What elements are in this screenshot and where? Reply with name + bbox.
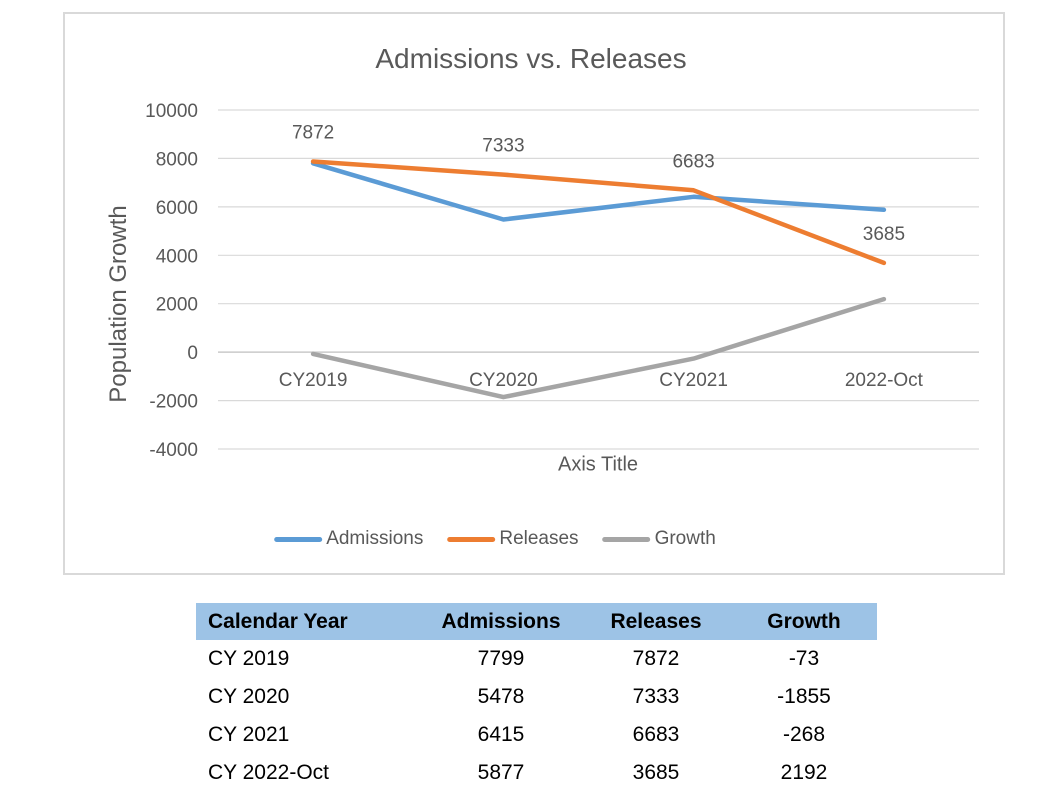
table-row: CY 2022-Oct 5877 3685 2192 [196, 754, 877, 792]
legend-label: Releases [499, 528, 579, 549]
table-header-cell[interactable]: Calendar Year [196, 603, 421, 640]
legend-swatch-icon [274, 536, 323, 542]
y-tick-label: 8000 [156, 149, 198, 170]
y-tick-label: 0 [187, 343, 198, 364]
table-cell[interactable]: 7333 [632, 685, 680, 708]
series-line-admissions [310, 161, 887, 222]
y-tick-label: 6000 [156, 198, 198, 219]
table-cell[interactable]: 3685 [632, 761, 680, 784]
x-tick-label: 2022-Oct [845, 370, 924, 391]
table-cell[interactable]: 5877 [477, 761, 525, 784]
data-label: 3685 [863, 224, 905, 245]
legend-label: Growth [654, 528, 716, 549]
table-row: CY 2020 5478 7333 -1855 [196, 678, 877, 716]
x-tick-label: CY2019 [279, 370, 348, 391]
series-line-releases [310, 159, 887, 266]
y-axis-title: Population Growth [105, 205, 132, 403]
x-tick-label: CY2021 [659, 370, 728, 391]
table-cell[interactable]: CY 2019 [208, 647, 290, 670]
data-label: 6683 [672, 151, 714, 172]
legend-swatch-icon [447, 536, 496, 542]
table-cell[interactable]: 2192 [780, 761, 828, 784]
table-cell[interactable]: 5478 [477, 685, 525, 708]
table-row: CY 2021 6415 6683 -268 [196, 716, 877, 754]
chart-title: Admissions vs. Releases [375, 43, 687, 74]
table-cell[interactable]: -268 [782, 723, 826, 746]
data-label: 7333 [482, 136, 524, 157]
y-tick-label: 10000 [145, 101, 198, 122]
y-tick-label: -4000 [149, 440, 198, 461]
y-tick-label: -2000 [149, 392, 198, 413]
chart-plot-area: -4000 -2000 0 2000 4000 6000 8000 10000 CY2019 CY… [145, 101, 979, 461]
data-table: Calendar Year Admissions Releases Growth CY… [196, 603, 877, 792]
table-header-row: Calendar Year Admissions Releases Growth [196, 603, 877, 640]
table-header-cell[interactable]: Admissions [421, 603, 581, 640]
table-cell[interactable]: 6683 [632, 723, 680, 746]
x-tick-label: CY2020 [469, 370, 538, 391]
legend-label: Admissions [326, 528, 424, 549]
chart-container[interactable]: -4000 -2000 0 2000 4000 6000 8000 10000 CY2019 CY… [63, 12, 1005, 575]
data-label: 7872 [292, 123, 334, 144]
legend-item-growth: Growth [602, 528, 716, 550]
table-cell[interactable]: 7799 [477, 647, 525, 670]
table-cell[interactable]: -1855 [777, 685, 831, 708]
table-cell[interactable]: 7872 [632, 647, 680, 670]
table-header-cell[interactable]: Releases [581, 603, 731, 640]
y-tick-label: 4000 [156, 246, 198, 267]
chart-legend: Admissions Releases Growth [274, 528, 716, 550]
table-cell[interactable]: CY 2021 [208, 723, 290, 746]
y-tick-label: 2000 [156, 295, 198, 316]
legend-item-releases: Releases [447, 528, 579, 550]
table-row: CY 2019 7799 7872 -73 [196, 640, 877, 678]
table-header: Calendar Year Admissions Releases Growth [196, 603, 877, 640]
table-cell[interactable]: -73 [788, 647, 820, 670]
series-line-growth [310, 296, 887, 400]
legend-swatch-icon [602, 536, 651, 542]
table-cell[interactable]: CY 2022-Oct [208, 761, 330, 784]
table-header-cell[interactable]: Growth [731, 603, 877, 640]
table-cell[interactable]: 6415 [477, 723, 525, 746]
table-cell[interactable]: CY 2020 [208, 685, 290, 708]
x-axis-title: Axis Title [557, 453, 639, 476]
legend-item-admissions: Admissions [274, 528, 423, 550]
